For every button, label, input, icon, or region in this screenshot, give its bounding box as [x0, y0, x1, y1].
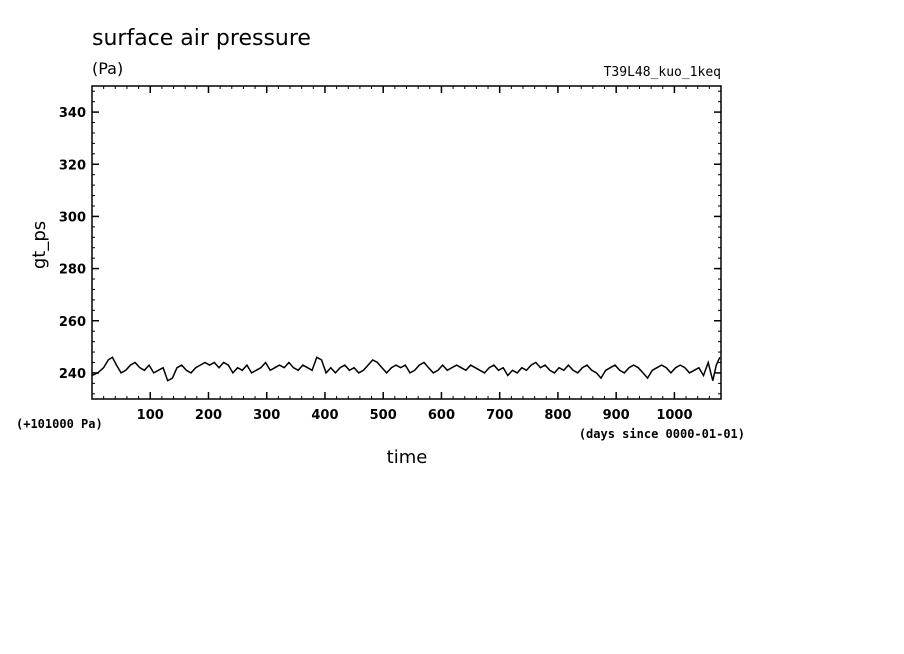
x-tick-label: 100	[137, 408, 164, 423]
chart-units: (Pa)	[92, 59, 123, 78]
x-tick-label: 400	[311, 408, 338, 423]
y-tick-label: 240	[59, 367, 86, 382]
x-tick-label: 600	[428, 408, 455, 423]
x-tick-label: 900	[603, 408, 630, 423]
y-tick-label: 300	[59, 210, 86, 225]
x-tick-label: 1000	[656, 408, 692, 423]
plot-frame	[91, 85, 722, 400]
x-tick-label: 800	[544, 408, 571, 423]
run-id-label: T39L48_kuo_1keq	[604, 65, 721, 80]
y-tick-label: 320	[59, 158, 86, 173]
y-tick-label: 340	[59, 106, 86, 121]
y-tick-labels: 240 260 280 300 320 340	[59, 106, 86, 382]
x-tick-label: 700	[486, 408, 513, 423]
x-tick-labels: 100 200 300 400 500 600 700 800 900 1000	[137, 408, 693, 423]
x-tick-label: 500	[370, 408, 397, 423]
x-tick-label: 200	[195, 408, 222, 423]
y-axis-label: gt_ps	[29, 221, 50, 269]
y-tick-label: 280	[59, 263, 86, 278]
chart-title: surface air pressure	[92, 26, 311, 51]
x-units-note: (days since 0000-01-01)	[579, 427, 745, 441]
y-tick-label: 260	[59, 315, 86, 330]
tick-marks	[92, 86, 721, 399]
y-offset-note: (+101000 Pa)	[16, 417, 103, 431]
x-axis-label: time	[387, 447, 428, 468]
series-line	[91, 356, 721, 382]
x-tick-label: 300	[253, 408, 280, 423]
